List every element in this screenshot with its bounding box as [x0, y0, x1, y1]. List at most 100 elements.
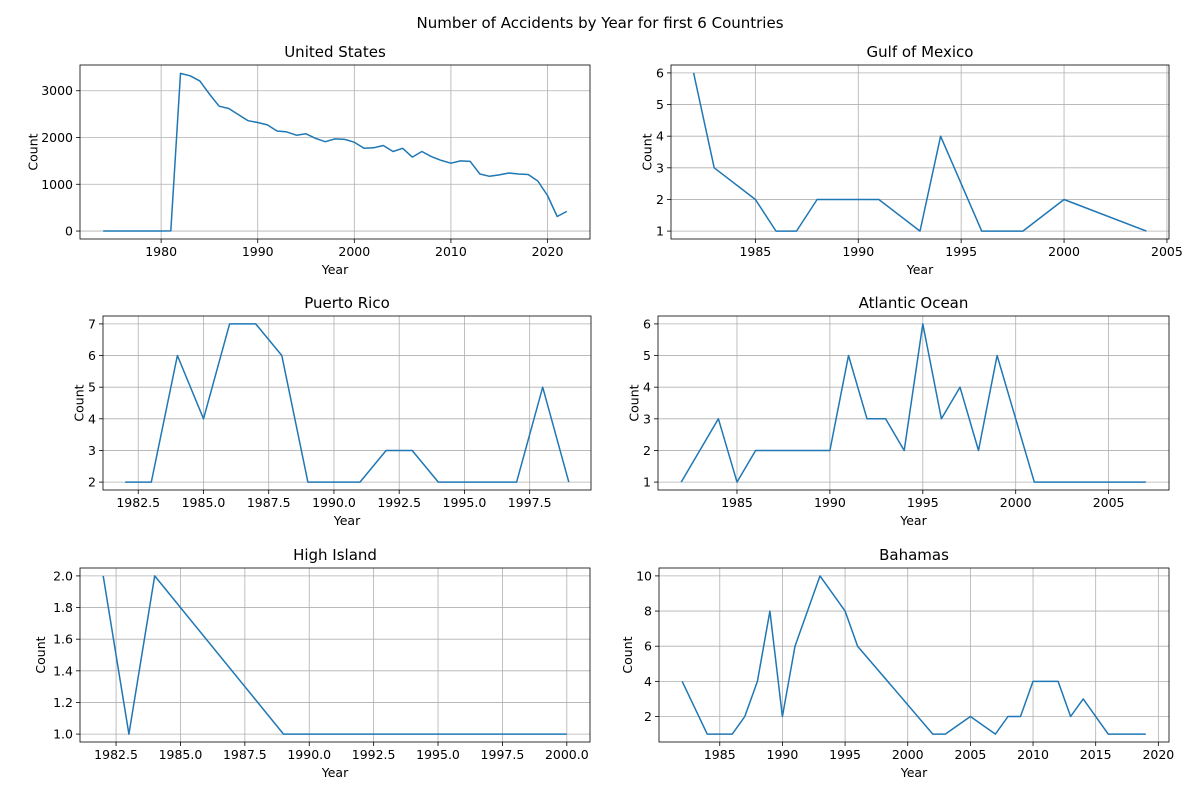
- x-tick-label: 1985.0: [182, 495, 226, 510]
- x-axis-label: Year: [333, 513, 361, 528]
- y-tick-label: 4: [644, 674, 652, 689]
- x-tick-label: 1992.5: [377, 495, 421, 510]
- y-axis-label: Count: [626, 384, 641, 421]
- x-tick-label: 1995.0: [416, 747, 460, 762]
- y-tick-label: 6: [656, 65, 664, 80]
- subplot: 1985 1990 1995 2000 2005 1 2 3 4 5 6 Gulf of Mexico…: [639, 43, 1182, 277]
- y-tick-label: 3: [88, 443, 96, 458]
- y-tick-label: 3000: [41, 83, 73, 98]
- y-tick-label: 6: [88, 348, 96, 363]
- x-tick-label: 1980: [145, 244, 177, 259]
- y-tick-label: 1: [643, 475, 651, 490]
- x-tick-label: 2005: [954, 747, 986, 762]
- axes-frame: [102, 315, 592, 491]
- series-line: [103, 72, 568, 232]
- subplot-title: Gulf of Mexico: [867, 43, 974, 61]
- x-tick-label: 1990: [242, 244, 274, 259]
- x-tick-label: 2020: [532, 244, 564, 259]
- x-tick-label: 1997.5: [481, 747, 525, 762]
- subplot: 1982.5 1985.0 1987.5 1990.0 1992.5 1995.0 1997…: [33, 546, 591, 780]
- x-tick-label: 1997.5: [508, 495, 552, 510]
- x-tick-label: 2000.0: [545, 747, 589, 762]
- y-axis-label: Count: [71, 384, 86, 421]
- x-axis-label: Year: [321, 262, 349, 277]
- x-tick-label: 2005: [1093, 495, 1125, 510]
- y-tick-label: 5: [656, 97, 664, 112]
- axes-frame: [658, 567, 1170, 743]
- y-tick-label: 1.6: [53, 632, 73, 647]
- y-tick-label: 0: [65, 224, 73, 239]
- x-tick-label: 1985: [739, 244, 771, 259]
- x-tick-label: 1990.0: [312, 495, 356, 510]
- y-tick-label: 1.8: [53, 600, 73, 615]
- x-tick-label: 1987.5: [247, 495, 291, 510]
- figure-suptitle: Number of Accidents by Year for first 6 …: [416, 14, 783, 32]
- x-tick-label: 1995: [907, 495, 939, 510]
- subplot-title: Bahamas: [879, 546, 949, 564]
- axes-frame: [79, 567, 591, 743]
- y-tick-label: 4: [88, 411, 96, 426]
- x-axis-label: Year: [899, 513, 927, 528]
- axes-frame: [657, 315, 1170, 491]
- y-tick-label: 3: [656, 160, 664, 175]
- y-tick-label: 6: [644, 639, 652, 654]
- subplot: 1982.5 1985.0 1987.5 1990.0 1992.5 1995.0 1997…: [71, 294, 592, 528]
- x-tick-label: 1990.0: [287, 747, 331, 762]
- subplot-title: High Island: [293, 546, 377, 564]
- x-tick-label: 2000: [1048, 244, 1080, 259]
- x-tick-label: 1995: [945, 244, 977, 259]
- y-tick-label: 4: [656, 129, 664, 144]
- x-tick-label: 1985: [721, 495, 753, 510]
- subplot: 1980 1990 2000 2010 2020 0 1000 2000 3000 United …: [26, 43, 591, 277]
- y-axis-label: Count: [639, 133, 654, 170]
- y-tick-label: 4: [643, 380, 651, 395]
- y-tick-label: 1000: [41, 177, 73, 192]
- y-tick-label: 6: [643, 316, 651, 331]
- y-tick-label: 3: [643, 411, 651, 426]
- series-line: [692, 72, 1147, 232]
- x-tick-label: 1985.0: [159, 747, 203, 762]
- x-tick-label: 2000: [338, 244, 370, 259]
- y-axis-label: Count: [26, 133, 41, 170]
- series-line: [681, 575, 1146, 735]
- x-tick-label: 2010: [435, 244, 467, 259]
- y-tick-label: 1.0: [53, 727, 73, 742]
- subplot-title: Puerto Rico: [304, 294, 390, 312]
- series-line: [102, 575, 567, 735]
- x-tick-label: 1992.5: [352, 747, 396, 762]
- x-tick-label: 2015: [1080, 747, 1112, 762]
- y-tick-label: 5: [88, 380, 96, 395]
- x-tick-label: 1987.5: [223, 747, 267, 762]
- y-axis-label: Count: [620, 636, 635, 673]
- y-tick-label: 2: [643, 443, 651, 458]
- y-tick-label: 5: [643, 348, 651, 363]
- y-tick-label: 2.0: [53, 568, 73, 583]
- x-tick-label: 1982.5: [94, 747, 138, 762]
- y-tick-label: 8: [644, 604, 652, 619]
- y-tick-label: 2: [644, 709, 652, 724]
- x-axis-label: Year: [321, 765, 349, 780]
- x-tick-label: 2000: [892, 747, 924, 762]
- x-tick-label: 1995: [829, 747, 861, 762]
- x-tick-label: 1982.5: [116, 495, 160, 510]
- y-tick-label: 2: [656, 192, 664, 207]
- x-tick-label: 1990: [767, 747, 799, 762]
- axes-frame: [79, 64, 591, 240]
- y-tick-label: 1: [656, 224, 664, 239]
- y-tick-label: 2000: [41, 130, 73, 145]
- x-tick-label: 1990: [814, 495, 846, 510]
- y-tick-label: 1.4: [53, 663, 73, 678]
- axes-frame: [670, 64, 1170, 240]
- subplot-title: United States: [284, 43, 386, 61]
- y-tick-label: 2: [88, 475, 96, 490]
- x-tick-label: 1985: [704, 747, 736, 762]
- x-axis-label: Year: [900, 765, 928, 780]
- x-tick-label: 2005: [1151, 244, 1183, 259]
- x-axis-label: Year: [906, 262, 934, 277]
- x-tick-label: 1995.0: [443, 495, 487, 510]
- y-tick-label: 7: [88, 316, 96, 331]
- x-tick-label: 1990: [842, 244, 874, 259]
- series-line: [680, 323, 1146, 483]
- x-tick-label: 2010: [1017, 747, 1049, 762]
